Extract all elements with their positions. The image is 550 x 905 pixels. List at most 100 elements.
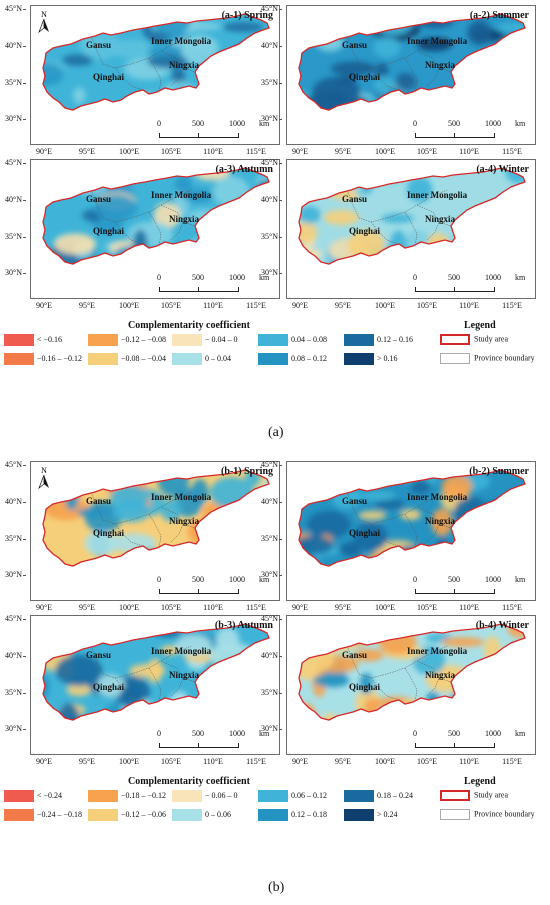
legend-item: 0 – 0.06	[172, 809, 231, 823]
scale-tick-label: 0	[157, 119, 161, 128]
latitude-label: 30°N	[0, 570, 26, 579]
longitude-label: 105°E	[416, 757, 438, 766]
legend-label: − 0.04 – 0	[205, 334, 238, 344]
scale-bar: 0 500 1000 km	[413, 119, 535, 141]
longitude-label: 95°E	[334, 603, 352, 612]
latitude-label: 45°N	[0, 4, 26, 13]
panel-title: (b-4) Winter	[475, 620, 529, 631]
legend-label: −0.12 – −0.06	[121, 809, 167, 819]
province-label-gansu: Gansu	[86, 40, 112, 50]
latitude-label: 30°N	[0, 724, 26, 733]
legend-swatch	[172, 334, 202, 346]
choropleth-map	[42, 13, 270, 111]
scale-unit: km	[259, 273, 270, 282]
longitude-label: 110°E	[459, 603, 479, 612]
longitude-label: 115°E	[246, 757, 266, 766]
legend-label: −0.16 – −0.12	[37, 353, 83, 363]
province-label-ningxia: Ningxia	[425, 60, 456, 70]
longitude-label: 95°E	[334, 757, 352, 766]
legend-label: > 0.24	[377, 809, 398, 819]
latitude-label: 35°N	[0, 232, 26, 241]
longitude-label: 100°E	[374, 301, 396, 310]
latitude-label: 30°N	[0, 114, 26, 123]
legend-swatch	[172, 809, 202, 821]
legend-swatch	[258, 809, 288, 821]
legend-swatch	[258, 353, 288, 365]
province-label-inner_mongolia: Inner Mongolia	[407, 646, 468, 656]
longitude-label: 100°E	[118, 301, 140, 310]
scale-bar: 0 500 1000 km	[157, 119, 279, 141]
province-label-inner_mongolia: Inner Mongolia	[407, 492, 468, 502]
choropleth-map	[42, 623, 270, 721]
scale-bar: 0 500 1000 km	[157, 273, 279, 295]
longitude-label: 105°E	[416, 301, 438, 310]
legend-item: < −0.24	[4, 790, 62, 804]
legend-label: 0 – 0.04	[205, 353, 231, 363]
legend-study-area: Study area	[440, 790, 508, 804]
latitude-label: 45°N	[256, 158, 282, 167]
scale-unit: km	[515, 273, 526, 282]
legend-swatch	[88, 334, 118, 346]
latitude-label: 45°N	[0, 460, 26, 469]
scale-tick-label: 1000	[485, 575, 501, 584]
legend-item: 0.08 – 0.12	[258, 353, 327, 367]
legend-swatch	[4, 790, 34, 802]
choropleth-map	[42, 469, 270, 567]
panel-title: (b-3) Autumn	[214, 620, 273, 631]
scale-tick-label: 1000	[229, 729, 245, 738]
study-area-outline	[298, 469, 526, 567]
latitude-label: 35°N	[256, 232, 282, 241]
latitude-label: 30°N	[256, 114, 282, 123]
svg-text:N: N	[41, 466, 47, 475]
province-label-inner_mongolia: Inner Mongolia	[151, 36, 212, 46]
scale-tick-label: 0	[413, 119, 417, 128]
legend-swatch	[88, 790, 118, 802]
longitude-label: 105°E	[416, 147, 438, 156]
province-label-ningxia: Ningxia	[425, 214, 456, 224]
map-panel-b3: (b-3) Autumn Gansu Inner Mongolia Ningxia Qi…	[30, 615, 280, 755]
scale-tick-label: 500	[192, 729, 204, 738]
legend-item: > 0.24	[344, 809, 398, 823]
scale-tick-label: 0	[413, 575, 417, 584]
longitude-label: 110°E	[203, 147, 223, 156]
latitude-label: 30°N	[0, 268, 26, 277]
latitude-label: 40°N	[0, 195, 26, 204]
province-label-gansu: Gansu	[342, 496, 368, 506]
panel-title: (b-1) Spring	[221, 466, 273, 477]
legend-item: 0.06 – 0.12	[258, 790, 327, 804]
longitude-label: 105°E	[160, 147, 182, 156]
legend-province-boundary: Province boundary	[440, 809, 535, 823]
longitude-label: 105°E	[160, 603, 182, 612]
legend-item: < −0.16	[4, 334, 62, 348]
latitude-label: 40°N	[0, 41, 26, 50]
longitude-label: 90°E	[35, 301, 53, 310]
scale-unit: km	[259, 575, 270, 584]
legend-item: > 0.16	[344, 353, 398, 367]
legend-swatch	[258, 334, 288, 346]
longitude-label: 105°E	[160, 301, 182, 310]
choropleth-map	[298, 469, 526, 567]
province-label-qinghai: Qinghai	[93, 226, 125, 236]
longitude-label: 115°E	[246, 603, 266, 612]
latitude-label: 35°N	[0, 534, 26, 543]
choropleth-map	[298, 13, 526, 111]
panel-title: (a-1) Spring	[221, 10, 273, 21]
province-label-ningxia: Ningxia	[169, 60, 200, 70]
longitude-label: 110°E	[459, 147, 479, 156]
map-panel-b1: (b-1) Spring Gansu Inner Mongolia Ningxia Qi…	[30, 461, 280, 601]
latitude-label: 45°N	[0, 614, 26, 623]
province-label-gansu: Gansu	[86, 496, 112, 506]
longitude-label: 105°E	[160, 757, 182, 766]
province-label-gansu: Gansu	[342, 194, 368, 204]
longitude-label: 100°E	[374, 147, 396, 156]
scale-unit: km	[259, 119, 270, 128]
longitude-label: 100°E	[374, 757, 396, 766]
scale-tick-label: 500	[192, 273, 204, 282]
study-area-outline	[298, 167, 526, 265]
legend-label: 0.06 – 0.12	[291, 790, 327, 800]
study-area-outline	[42, 167, 270, 265]
scale-tick-label: 0	[157, 729, 161, 738]
legend-label: −0.24 – −0.18	[37, 809, 83, 819]
legend-label: > 0.16	[377, 353, 398, 363]
province-label-ningxia: Ningxia	[169, 670, 200, 680]
